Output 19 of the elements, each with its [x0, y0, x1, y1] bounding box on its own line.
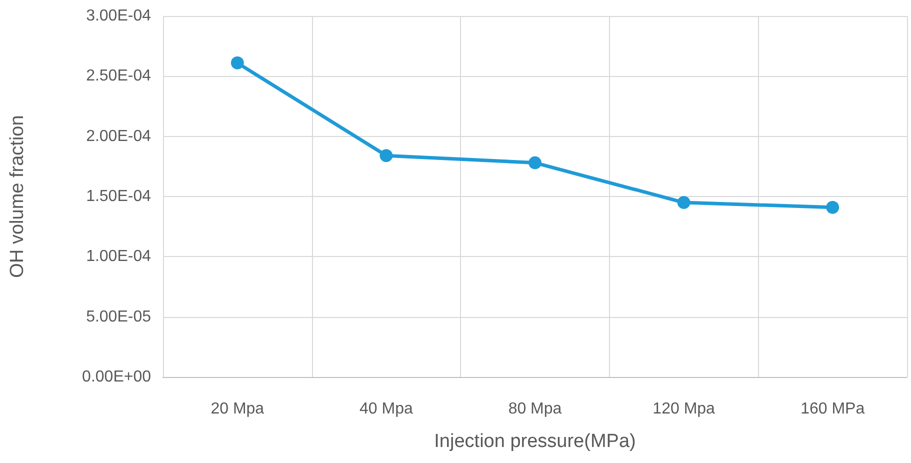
point — [826, 200, 840, 214]
x-tick-label: 160 MPa — [800, 400, 865, 418]
y-tick-label: 2.00E-04 — [86, 128, 152, 145]
x-tick-label: 80 Mpa — [508, 400, 562, 418]
y-tick-label: 5.00E-05 — [86, 308, 152, 326]
y-tick-label: 0.00E+00 — [82, 368, 152, 386]
y-tick-label: 1.50E-04 — [86, 188, 152, 205]
x-tick-label: 20 Mpa — [210, 400, 264, 418]
x-axis-title: Injection pressure(MPa) — [434, 431, 636, 452]
point — [230, 56, 244, 70]
y-tick-label: 1.00E-04 — [86, 248, 152, 266]
y-tick-label: 2.50E-04 — [86, 68, 152, 85]
y-axis-title: OH volume fraction — [7, 115, 28, 278]
x-tick-label: 120 Mpa — [652, 400, 716, 418]
point — [677, 196, 690, 210]
x-tick-label: 40 Mpa — [360, 400, 413, 418]
y-tick-label: 3.00E-04 — [86, 8, 152, 24]
point — [528, 156, 542, 170]
point — [380, 149, 393, 162]
